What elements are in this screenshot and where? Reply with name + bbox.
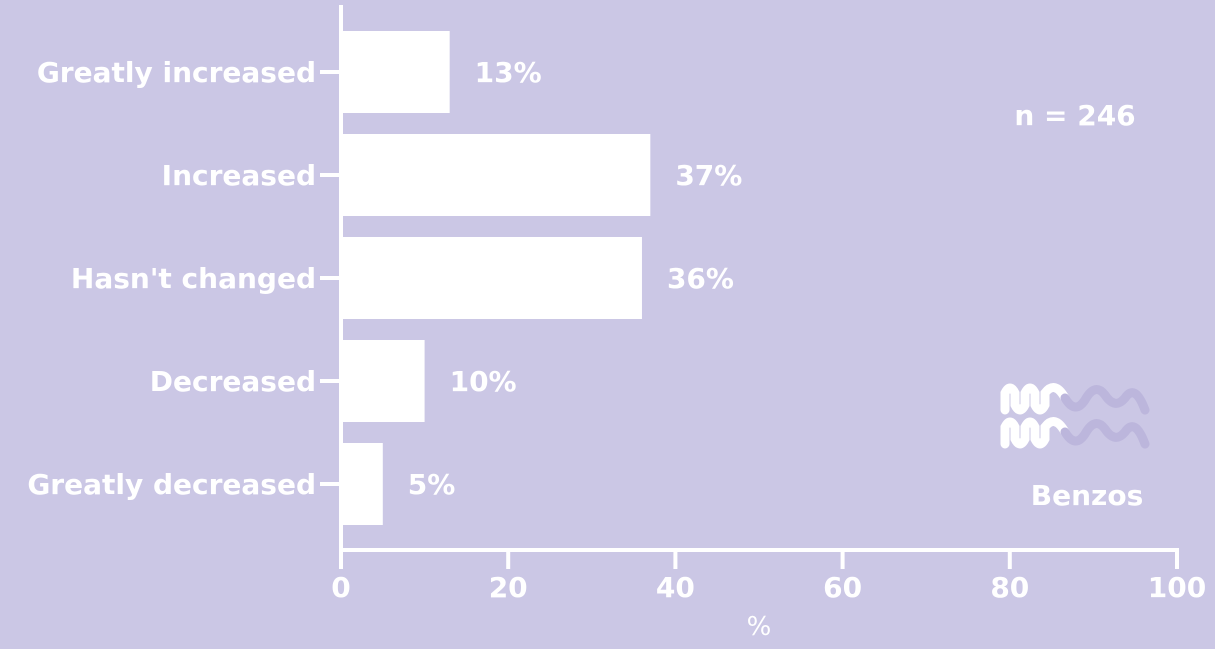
x-tick-label-20: 20 xyxy=(489,571,528,604)
value-label-greatly-increased: 13% xyxy=(475,56,542,89)
bar-decreased xyxy=(341,340,425,422)
x-tick-label-0: 0 xyxy=(331,571,350,604)
value-label-hasn-t-changed: 36% xyxy=(667,262,734,295)
axes-layer xyxy=(320,5,1179,569)
category-label-decreased: Decreased xyxy=(150,365,316,398)
x-axis-label: % xyxy=(747,612,772,642)
x-tick-label-60: 60 xyxy=(823,571,862,604)
category-label-increased: Increased xyxy=(162,159,316,192)
value-label-decreased: 10% xyxy=(450,365,517,398)
benzos-logo: Benzos xyxy=(1000,383,1150,512)
wave-icon xyxy=(1000,383,1150,449)
bar-greatly-decreased xyxy=(341,443,383,525)
value-label-increased: 37% xyxy=(675,159,742,192)
x-tick-label-100: 100 xyxy=(1148,571,1206,604)
logo-label: Benzos xyxy=(1031,479,1143,512)
bar-hasn-t-changed xyxy=(341,237,642,319)
sample-size-annotation: n = 246 xyxy=(1014,99,1135,132)
x-tick-label-80: 80 xyxy=(990,571,1029,604)
bar-greatly-increased xyxy=(341,31,450,113)
category-label-greatly-increased: Greatly increased xyxy=(37,56,316,89)
bar-increased xyxy=(341,134,651,216)
category-label-greatly-decreased: Greatly decreased xyxy=(27,468,316,501)
bars-layer xyxy=(341,31,651,525)
labels-layer: 13% Greatly increased 37% Increased 36% Hasn'… xyxy=(27,56,1206,642)
x-tick-label-40: 40 xyxy=(656,571,695,604)
category-label-hasn-t-changed: Hasn't changed xyxy=(71,262,316,295)
value-label-greatly-decreased: 5% xyxy=(408,468,456,501)
